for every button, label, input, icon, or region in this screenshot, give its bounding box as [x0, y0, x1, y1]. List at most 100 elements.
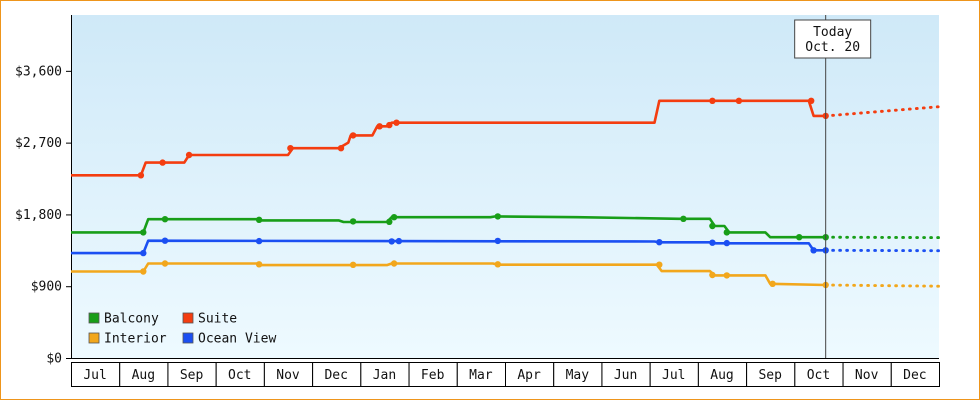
price-point: [390, 214, 398, 221]
today-label-box: [794, 19, 872, 59]
price-point: [808, 97, 815, 105]
month-label: Aug: [132, 368, 155, 383]
month-cell: [794, 362, 844, 387]
month-label: Jul: [662, 368, 685, 383]
price-point: [140, 249, 147, 257]
month-label: Jan: [373, 368, 396, 383]
price-point: [255, 216, 263, 223]
legend: Balcony Suite Interior Ocean View: [88, 312, 276, 347]
price-point: [810, 247, 817, 254]
price-point: [494, 261, 501, 268]
month-label: Apr: [517, 368, 541, 383]
price-point: [494, 237, 501, 245]
price-point: [769, 280, 776, 287]
today-date-label: Oct. 20: [805, 40, 860, 55]
price-point: [161, 260, 169, 267]
price-point: [349, 218, 357, 225]
price-point: [337, 145, 345, 152]
y-axis-labels: $0 $900 $1,800 $2,700 $3,600: [15, 64, 71, 367]
month-label: Mar: [469, 368, 493, 383]
price-point: [386, 121, 393, 129]
y-tick-label: $900: [31, 280, 62, 295]
price-point: [656, 239, 663, 246]
y-tick-label: $2,700: [15, 136, 62, 151]
month-cell: [71, 362, 121, 387]
plot-area: [71, 15, 939, 358]
series-balcony: [71, 213, 941, 241]
month-cell: [167, 362, 217, 387]
series-interior: [71, 260, 941, 289]
month-label: Aug: [710, 368, 733, 383]
price-point: [494, 213, 501, 220]
price-point: [140, 229, 147, 236]
price-point: [161, 237, 169, 244]
legend-swatch-suite: [182, 312, 194, 324]
month-label: Sep: [180, 368, 204, 383]
price-point: [349, 261, 357, 268]
series-suite: [71, 97, 941, 179]
month-label: Oct: [807, 368, 830, 383]
price-point: [137, 172, 145, 179]
price-point: [349, 132, 357, 139]
month-cell: [649, 362, 699, 387]
price-point: [386, 218, 393, 225]
today-label: Today: [813, 25, 852, 40]
legend-swatch-balcony: [88, 312, 100, 324]
price-point: [159, 159, 166, 166]
price-point: [287, 145, 294, 152]
price-point: [255, 261, 263, 268]
month-cell: [842, 362, 892, 387]
price-point: [656, 261, 663, 268]
price-line: [71, 239, 826, 255]
legend-swatch-interior: [88, 332, 100, 344]
month-cell: [697, 362, 748, 387]
y-tick-label: $3,600: [15, 64, 62, 79]
price-point: [709, 222, 716, 230]
price-point: [680, 215, 687, 222]
price-point: [709, 239, 716, 246]
price-point: [390, 260, 398, 267]
month-label: Dec: [903, 368, 926, 383]
month-label: Jun: [614, 368, 637, 383]
price-point: [723, 272, 730, 279]
price-point: [140, 268, 147, 275]
month-label: Oct: [228, 368, 251, 383]
price-point: [161, 216, 169, 223]
month-cell: [215, 362, 265, 387]
price-point: [723, 229, 730, 236]
legend-label: Ocean View: [198, 332, 276, 347]
price-point: [185, 151, 193, 159]
month-label: Jul: [83, 368, 106, 383]
month-cell: [119, 362, 169, 387]
series-ocean-view: [71, 237, 941, 257]
price-point: [796, 234, 803, 241]
price-point: [709, 97, 716, 105]
y-tick-label: $1,800: [15, 208, 62, 223]
price-point: [735, 97, 743, 105]
price-point: [709, 271, 716, 279]
axes: [71, 15, 939, 359]
month-label: Sep: [758, 368, 782, 383]
month-label: May: [566, 368, 590, 383]
forecast-dotted-line: [824, 283, 941, 288]
month-label: Feb: [421, 368, 445, 383]
forecast-dotted-line: [824, 105, 941, 118]
month-cell: [312, 362, 362, 387]
month-cell: [456, 362, 506, 387]
legend-label: Suite: [198, 312, 237, 327]
month-cell: [263, 362, 314, 387]
month-axis: Jul Aug Sep Oct Nov Dec Jan Feb Mar Apr May Jun Jul A…: [71, 362, 940, 387]
month-label: Nov: [276, 368, 300, 383]
legend-label: Interior: [104, 332, 167, 347]
y-tick-label: $0: [46, 352, 62, 367]
price-point: [376, 123, 383, 130]
legend-label: Balcony: [104, 312, 159, 327]
month-label: Dec: [324, 368, 347, 383]
month-cell: [553, 362, 603, 387]
month-cell: [890, 362, 940, 387]
month-label: Nov: [855, 368, 879, 383]
price-point: [723, 239, 730, 247]
